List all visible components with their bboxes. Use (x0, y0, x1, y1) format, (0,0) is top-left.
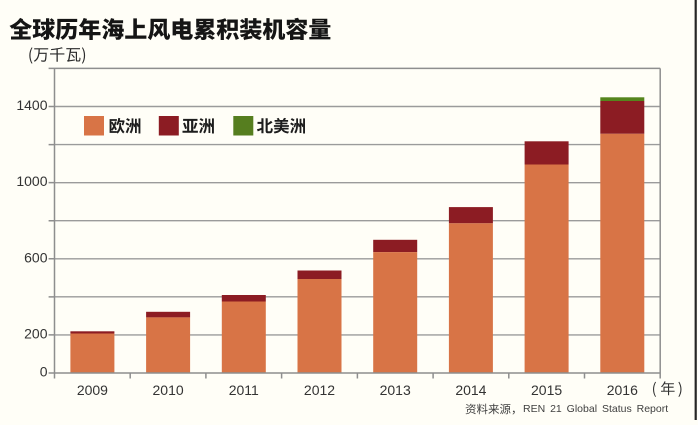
svg-text:0: 0 (40, 364, 48, 380)
svg-text:1000: 1000 (16, 173, 47, 189)
svg-text:2016: 2016 (607, 382, 638, 398)
svg-text:1400: 1400 (16, 97, 47, 113)
svg-text:2010: 2010 (153, 382, 184, 398)
svg-text:REN 21 Global Status Report: REN 21 Global Status Report (523, 403, 668, 415)
svg-text:2009: 2009 (77, 382, 108, 398)
svg-text:2011: 2011 (229, 382, 259, 398)
svg-text:2012: 2012 (304, 382, 335, 398)
svg-text:200: 200 (24, 325, 48, 341)
svg-text:2014: 2014 (455, 382, 486, 398)
svg-text:2013: 2013 (380, 382, 411, 398)
svg-text:2015: 2015 (531, 382, 562, 398)
svg-text:600: 600 (24, 249, 48, 265)
